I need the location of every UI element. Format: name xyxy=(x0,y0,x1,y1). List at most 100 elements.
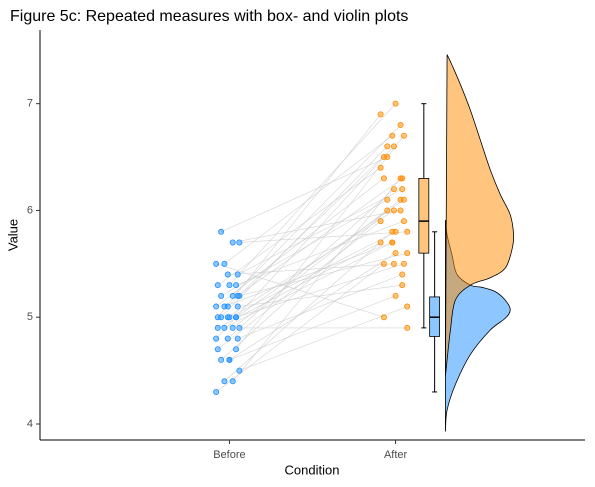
data-point xyxy=(404,228,411,235)
data-point xyxy=(400,218,407,225)
pair-line xyxy=(227,146,395,307)
data-point xyxy=(218,356,225,363)
data-point xyxy=(390,260,397,267)
pair-line xyxy=(217,242,381,329)
y-axis-label: Value xyxy=(5,219,20,251)
pair-line xyxy=(224,242,393,307)
pair-line xyxy=(232,210,401,243)
y-tick-label: 5 xyxy=(27,311,33,323)
data-point xyxy=(221,324,228,331)
pair-line xyxy=(232,199,401,329)
data-point xyxy=(392,100,399,107)
data-point xyxy=(397,122,404,129)
data-point xyxy=(234,271,241,278)
data-point xyxy=(389,132,396,139)
violin xyxy=(445,54,515,376)
data-point xyxy=(399,175,406,182)
data-point xyxy=(389,239,396,246)
pair-line xyxy=(235,263,404,318)
x-tick-label: Before xyxy=(213,449,245,461)
data-point xyxy=(234,292,241,299)
pair-line xyxy=(224,242,393,329)
data-point xyxy=(384,154,391,161)
data-point xyxy=(234,335,241,342)
pair-line xyxy=(216,263,385,318)
pair-line xyxy=(232,178,401,382)
data-point xyxy=(229,292,236,299)
data-point xyxy=(380,175,387,182)
data-point xyxy=(390,186,397,193)
data-point xyxy=(224,303,231,310)
data-point xyxy=(229,324,236,331)
data-point xyxy=(213,260,220,267)
data-point xyxy=(226,282,233,289)
data-point xyxy=(218,228,225,235)
data-point xyxy=(221,378,228,385)
data-point xyxy=(380,314,387,321)
data-point xyxy=(390,207,397,214)
data-point xyxy=(234,303,241,310)
data-point xyxy=(224,314,231,321)
pair-line xyxy=(229,295,396,361)
data-point xyxy=(380,260,387,267)
y-tick-label: 6 xyxy=(27,204,33,216)
data-point xyxy=(392,250,399,257)
data-point xyxy=(377,111,384,118)
pair-line xyxy=(237,178,403,297)
data-point xyxy=(213,335,220,342)
data-point xyxy=(399,282,406,289)
data-point xyxy=(377,218,384,225)
pair-line xyxy=(220,146,388,318)
data-point xyxy=(384,143,391,150)
data-point xyxy=(233,346,240,353)
data-point xyxy=(400,260,407,267)
data-point xyxy=(236,324,243,331)
data-point xyxy=(392,228,399,235)
data-point xyxy=(399,271,406,278)
pair-line xyxy=(237,188,403,275)
data-point xyxy=(390,143,397,150)
data-point xyxy=(229,378,236,385)
data-point xyxy=(236,239,243,246)
data-point xyxy=(399,186,406,193)
data-point xyxy=(224,271,231,278)
x-tick-label: After xyxy=(384,449,408,461)
data-point xyxy=(404,250,411,257)
data-point xyxy=(214,282,221,289)
data-point xyxy=(233,282,240,289)
pair-line xyxy=(227,263,394,275)
data-point xyxy=(213,388,220,395)
pair-line xyxy=(229,103,396,286)
chart-title: Figure 5c: Repeated measures with box- a… xyxy=(10,8,408,25)
pair-line xyxy=(217,167,381,286)
pair-line xyxy=(229,231,396,318)
box xyxy=(418,178,430,254)
data-point xyxy=(400,196,407,203)
data-point xyxy=(213,303,220,310)
pair-line xyxy=(220,156,388,233)
data-point xyxy=(221,260,228,267)
data-point xyxy=(229,239,236,246)
pair-line xyxy=(232,124,401,297)
data-point xyxy=(404,324,411,331)
data-point xyxy=(224,335,231,342)
x-axis-label: Condition xyxy=(285,462,340,477)
pair-line xyxy=(229,252,396,361)
pair-line xyxy=(227,210,395,318)
data-point xyxy=(384,196,391,203)
pair-line xyxy=(224,135,393,265)
pair-line xyxy=(239,306,408,371)
data-point xyxy=(377,164,384,171)
pair-line xyxy=(235,199,405,318)
pair-line xyxy=(237,274,403,339)
data-point xyxy=(214,314,221,321)
data-point xyxy=(214,324,221,331)
data-point xyxy=(377,239,384,246)
data-point xyxy=(400,132,407,139)
pair-line xyxy=(239,231,408,243)
data-point xyxy=(218,292,225,299)
data-point xyxy=(404,303,411,310)
data-point xyxy=(397,207,404,214)
pair-line xyxy=(235,220,404,286)
